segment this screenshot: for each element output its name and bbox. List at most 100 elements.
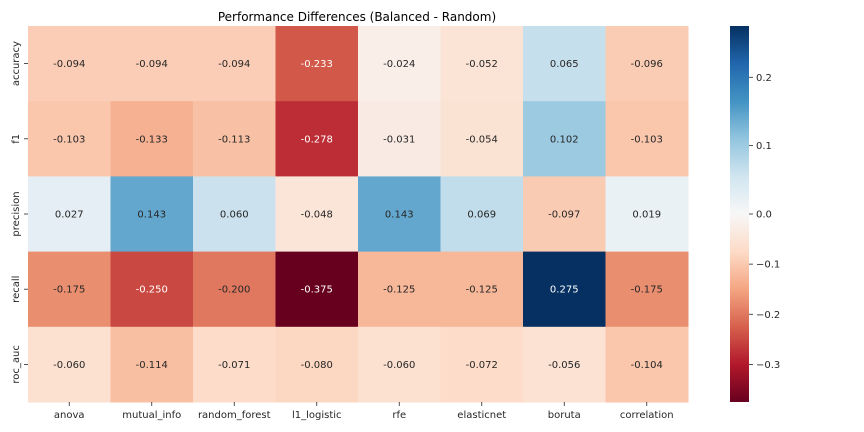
cell-value-label: -0.071 <box>218 360 250 371</box>
cell-value-label: -0.175 <box>53 285 85 296</box>
heatmap-cell <box>605 26 689 102</box>
heatmap-cell <box>523 326 606 403</box>
heatmap-cell <box>28 251 111 328</box>
cell-value-label: -0.114 <box>136 360 168 371</box>
heatmap-cell <box>110 26 194 102</box>
x-tick-label: rfe <box>392 410 406 421</box>
cell-value-label: 0.275 <box>550 285 579 296</box>
cell-value-label: 0.102 <box>550 134 579 145</box>
heatmap-cell <box>110 176 194 253</box>
colorbar-tick-label: 0.1 <box>756 141 772 152</box>
heatmap-cell <box>605 101 689 177</box>
x-tick-label: anova <box>54 410 85 421</box>
heatmap-cell <box>28 176 111 253</box>
x-axis-ticks: anova mutual_info random_forest l1_logistic… <box>54 402 674 421</box>
heatmap-cell <box>275 326 359 403</box>
heatmap-cell-labels: -0.094 -0.094 -0.094 -0.233 -0.024 -0.052 0.06… <box>53 59 663 371</box>
cell-value-label: 0.143 <box>137 210 166 221</box>
cell-value-label: -0.031 <box>383 134 415 145</box>
cell-value-label: 0.019 <box>632 210 661 221</box>
cell-value-label: -0.103 <box>53 134 85 145</box>
colorbar-tick-label: −0.3 <box>756 360 780 371</box>
cell-value-label: -0.125 <box>466 285 498 296</box>
cell-value-label: -0.113 <box>218 134 250 145</box>
heatmap-cell <box>110 251 194 328</box>
cell-value-label: -0.024 <box>383 59 415 70</box>
y-tick-label: precision <box>11 191 22 236</box>
heatmap-cell <box>193 101 276 177</box>
heatmap-cell <box>275 26 359 102</box>
cell-value-label: -0.094 <box>136 59 168 70</box>
cell-value-label: -0.278 <box>301 134 333 145</box>
cell-value-label: 0.027 <box>55 210 84 221</box>
y-tick-label: roc_auc <box>11 345 22 383</box>
cell-value-label: -0.052 <box>466 59 498 70</box>
heatmap-cell <box>605 326 689 403</box>
heatmap-cell <box>193 26 276 102</box>
cell-value-label: -0.060 <box>383 360 415 371</box>
colorbar-gradient <box>730 26 749 402</box>
chart-title: Performance Differences (Balanced - Rand… <box>218 10 496 24</box>
cell-value-label: 0.143 <box>385 210 414 221</box>
cell-value-label: -0.094 <box>218 59 250 70</box>
cell-value-label: -0.104 <box>631 360 663 371</box>
x-tick-label: elasticnet <box>457 410 506 421</box>
heatmap-cell <box>358 101 441 177</box>
heatmap-cell <box>523 251 606 328</box>
cell-value-label: -0.250 <box>136 285 168 296</box>
heatmap-cell <box>440 176 524 253</box>
cell-value-label: -0.072 <box>466 360 498 371</box>
cell-value-label: 0.060 <box>220 210 249 221</box>
colorbar-tick-label: 0.2 <box>756 73 772 84</box>
colorbar-tick-label: 0.0 <box>756 210 772 221</box>
heatmap-cell <box>440 251 524 328</box>
heatmap-cell <box>358 326 441 403</box>
heatmap-cell <box>28 101 111 177</box>
heatmap-cell <box>605 176 689 253</box>
cell-value-label: -0.094 <box>53 59 85 70</box>
cell-value-label: -0.133 <box>136 134 168 145</box>
cell-value-label: -0.125 <box>383 285 415 296</box>
y-tick-label: accuracy <box>11 41 22 86</box>
x-tick-label: random_forest <box>198 410 271 421</box>
heatmap-cell <box>440 26 524 102</box>
heatmap-cell <box>193 251 276 328</box>
heatmap-cell <box>440 326 524 403</box>
x-tick-label: mutual_info <box>122 410 181 421</box>
colorbar: 0.2 0.1 0.0 −0.1 −0.2 −0.3 <box>730 26 780 402</box>
heatmap-cell <box>110 101 194 177</box>
heatmap-cell <box>523 26 606 102</box>
cell-value-label: -0.175 <box>631 285 663 296</box>
cell-value-label: -0.056 <box>548 360 580 371</box>
heatmap-cell <box>275 101 359 177</box>
cell-value-label: 0.069 <box>467 210 496 221</box>
cell-value-label: -0.060 <box>53 360 85 371</box>
x-tick-label: correlation <box>620 410 674 421</box>
colorbar-tick-label: −0.2 <box>756 310 780 321</box>
cell-value-label: -0.375 <box>301 285 333 296</box>
heatmap-cell <box>440 101 524 177</box>
cell-value-label: -0.097 <box>548 210 580 221</box>
heatmap-cell <box>28 26 111 102</box>
heatmap-cells <box>28 26 689 403</box>
y-tick-label: f1 <box>11 134 22 144</box>
cell-value-label: -0.054 <box>466 134 498 145</box>
heatmap-cell <box>275 251 359 328</box>
heatmap-cell <box>28 326 111 403</box>
heatmap-cell <box>193 326 276 403</box>
cell-value-label: -0.103 <box>631 134 663 145</box>
cell-value-label: -0.233 <box>301 59 333 70</box>
heatmap-cell <box>193 176 276 253</box>
y-axis-ticks: accuracy f1 precision recall roc_auc <box>11 41 28 384</box>
heatmap-cell <box>110 326 194 403</box>
cell-value-label: -0.096 <box>631 59 663 70</box>
cell-value-label: -0.080 <box>301 360 333 371</box>
heatmap-cell <box>523 176 606 253</box>
heatmap-cell <box>523 101 606 177</box>
cell-value-label: -0.048 <box>301 210 333 221</box>
heatmap-cell <box>358 26 441 102</box>
heatmap-cell <box>275 176 359 253</box>
y-tick-label: recall <box>11 276 22 303</box>
